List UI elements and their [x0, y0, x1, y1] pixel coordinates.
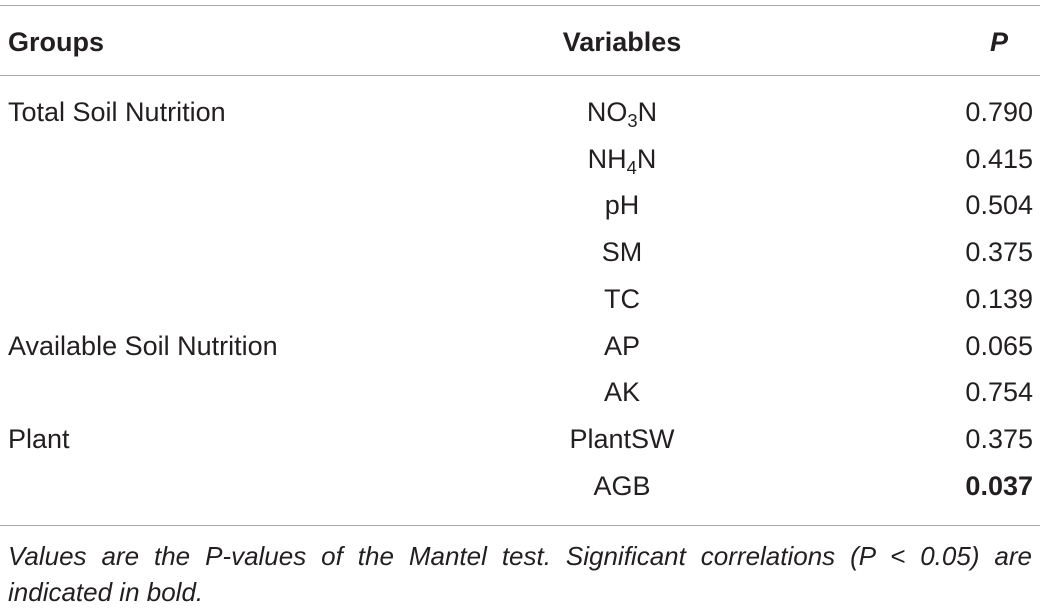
variable-suffix: N — [637, 97, 658, 127]
variable-name: PlantSW — [569, 424, 674, 454]
variable-base: TC — [604, 284, 640, 314]
p-value: 0.504 — [965, 190, 1033, 220]
group-label: Plant — [8, 424, 70, 454]
p-value: 0.375 — [965, 237, 1033, 267]
header-variables: Variables — [562, 27, 682, 57]
p-value: 0.415 — [965, 144, 1033, 174]
variable-base: NH — [587, 144, 627, 174]
header-groups: Groups — [8, 27, 105, 57]
variable-name: pH — [605, 190, 640, 220]
variable-subscript: 3 — [627, 109, 638, 131]
variable-name: AP — [604, 331, 640, 361]
variable-name: AK — [604, 377, 640, 407]
group-label: Total Soil Nutrition — [8, 97, 226, 127]
variable-name: NH4N — [587, 144, 657, 178]
variable-base: pH — [604, 190, 640, 220]
variable-name: AGB — [593, 471, 650, 501]
variable-name: TC — [604, 284, 640, 314]
p-value: 0.790 — [965, 97, 1033, 127]
variable-suffix: N — [636, 144, 657, 174]
variable-base: AK — [603, 377, 641, 407]
p-value: 0.037 — [965, 471, 1033, 501]
variable-name: SM — [602, 237, 643, 267]
variable-subscript: 4 — [626, 156, 637, 178]
group-label: Available Soil Nutrition — [8, 331, 278, 361]
variable-base: SM — [601, 237, 643, 267]
p-value: 0.375 — [965, 424, 1033, 454]
table-top-rule — [0, 5, 1040, 6]
variable-base: AP — [603, 331, 641, 361]
table-header-rule — [0, 75, 1040, 76]
p-value: 0.139 — [965, 284, 1033, 314]
table-footnote: Values are the P-values of the Mantel te… — [8, 541, 1032, 607]
p-value: 0.065 — [965, 331, 1033, 361]
variable-base: NO — [586, 97, 628, 127]
p-value: 0.754 — [965, 377, 1033, 407]
table-bottom-rule — [0, 525, 1040, 526]
variable-base: PlantSW — [569, 424, 675, 454]
variable-name: NO3N — [586, 97, 658, 131]
header-p: P — [989, 27, 1008, 57]
variable-base: AGB — [593, 471, 651, 501]
